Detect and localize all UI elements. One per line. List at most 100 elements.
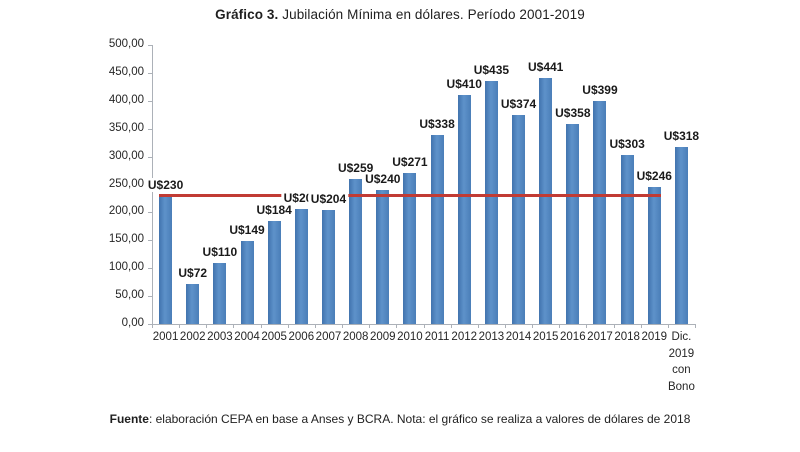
x-tick-label: 2017: [587, 331, 613, 343]
y-tick-label: 100,00: [108, 261, 144, 274]
bar: [349, 179, 363, 324]
y-axis-tick: [148, 72, 152, 74]
chart-title: Gráfico 3. Jubilación Mínima en dólares.…: [0, 7, 800, 22]
y-tick-label: 450,00: [108, 65, 144, 78]
bar: [539, 77, 553, 324]
bar-value-label: U$318: [661, 128, 702, 143]
x-tick-label: 2002: [179, 331, 206, 343]
x-axis-tick: [695, 324, 696, 328]
bar-value-label: U$110: [200, 244, 240, 259]
y-axis-tick: [148, 45, 152, 46]
bar: [647, 186, 661, 324]
bar-value-label: U$240: [363, 172, 403, 187]
bar-value-label: U$358: [553, 106, 593, 121]
source-note-prefix: Fuente: [109, 412, 149, 426]
bar-value-label: U$204: [308, 192, 349, 207]
reference-line: [159, 194, 662, 198]
x-tick-label: 2013: [478, 331, 505, 343]
x-axis-tick: [314, 324, 316, 328]
bar: [674, 146, 688, 324]
bar: [321, 210, 335, 324]
bar: [376, 190, 390, 324]
x-axis-tick: [179, 324, 181, 328]
x-tick-label: 2015: [532, 331, 559, 343]
x-axis-tick: [613, 324, 615, 328]
bar-value-label: U$374: [498, 97, 539, 112]
y-axis-tick: [148, 268, 152, 270]
x-tick-label: 2016: [560, 331, 586, 343]
y-axis-tick: [148, 324, 152, 325]
bar: [512, 115, 526, 324]
x-axis-tick: [586, 324, 588, 328]
x-tick-label: 2011: [424, 331, 450, 343]
x-tick-label: 2009: [369, 331, 396, 343]
chart-title-suffix: Jubilación Mínima en dólares. Período 20…: [278, 7, 585, 22]
x-tick-label: 2019: [641, 331, 668, 343]
bar: [430, 135, 444, 324]
x-tick-label: 2005: [261, 331, 287, 343]
source-note: Fuente: elaboración CEPA en base a Anses…: [0, 412, 800, 426]
bar-value-label: U$184: [254, 203, 294, 218]
x-axis-tick: [369, 324, 371, 328]
bar-value-label: U$338: [417, 117, 457, 132]
bar: [457, 95, 471, 324]
y-tick-label: 50,00: [115, 289, 144, 302]
x-axis-tick: [342, 324, 344, 328]
y-axis-tick: [148, 156, 152, 158]
x-axis-tick: [152, 324, 153, 328]
bar-value-label: U$149: [227, 222, 267, 237]
y-tick-label: 500,00: [108, 38, 144, 50]
x-tick-label: Dic. 2019 con Bono: [667, 331, 695, 393]
source-note-suffix: : elaboración CEPA en base a Anses y BCR…: [148, 412, 691, 426]
x-tick-label: 2010: [397, 331, 423, 343]
bar-value-label: U$72: [176, 265, 210, 280]
x-axis-tick: [667, 324, 669, 328]
bar: [484, 81, 498, 324]
y-axis-tick: [148, 240, 152, 242]
bar-value-label: U$410: [444, 77, 484, 92]
x-tick-label: 2014: [505, 331, 532, 343]
y-tick-label: 300,00: [108, 149, 144, 162]
y-tick-label: 0,00: [121, 317, 144, 329]
bar: [620, 154, 634, 324]
y-tick-label: 350,00: [108, 121, 144, 134]
x-axis-tick: [450, 324, 452, 328]
bar-value-label: U$303: [607, 136, 647, 151]
bar-value-label: U$259: [335, 161, 376, 176]
chart-title-prefix: Gráfico 3.: [215, 7, 279, 22]
x-axis-tick: [206, 324, 208, 328]
x-tick-label: 2007: [315, 331, 342, 343]
bar: [566, 124, 580, 324]
bar-value-label: U$399: [580, 83, 620, 98]
x-axis-tick: [287, 324, 289, 328]
x-tick-label: 2006: [288, 331, 315, 343]
x-tick-label: 2008: [342, 331, 369, 343]
y-tick-label: 250,00: [108, 177, 144, 190]
y-axis-tick: [148, 100, 152, 102]
x-axis-tick: [532, 324, 534, 328]
x-axis-tick: [504, 324, 506, 328]
x-tick-label: 2004: [234, 331, 260, 343]
bar-value-label: U$435: [471, 63, 512, 78]
y-axis-tick: [148, 212, 152, 214]
x-tick-label: 2018: [614, 331, 640, 343]
bar: [403, 172, 417, 324]
bar: [186, 283, 200, 324]
y-axis-tick: [148, 128, 152, 130]
x-axis-tick: [396, 324, 398, 328]
x-axis-tick: [233, 324, 235, 328]
x-axis-tick: [423, 324, 425, 328]
bar: [213, 262, 227, 324]
x-axis-tick: [559, 324, 561, 328]
bar-value-label: U$271: [390, 154, 430, 169]
bar: [294, 209, 308, 324]
x-tick-label: 2001: [152, 331, 179, 343]
x-tick-label: 2003: [207, 331, 233, 343]
bar: [267, 221, 281, 324]
bar-value-label: U$230: [145, 177, 186, 192]
y-tick-label: 200,00: [108, 205, 144, 218]
x-axis-tick: [477, 324, 479, 328]
bar-value-label: U$441: [525, 59, 566, 74]
x-axis-tick: [260, 324, 262, 328]
